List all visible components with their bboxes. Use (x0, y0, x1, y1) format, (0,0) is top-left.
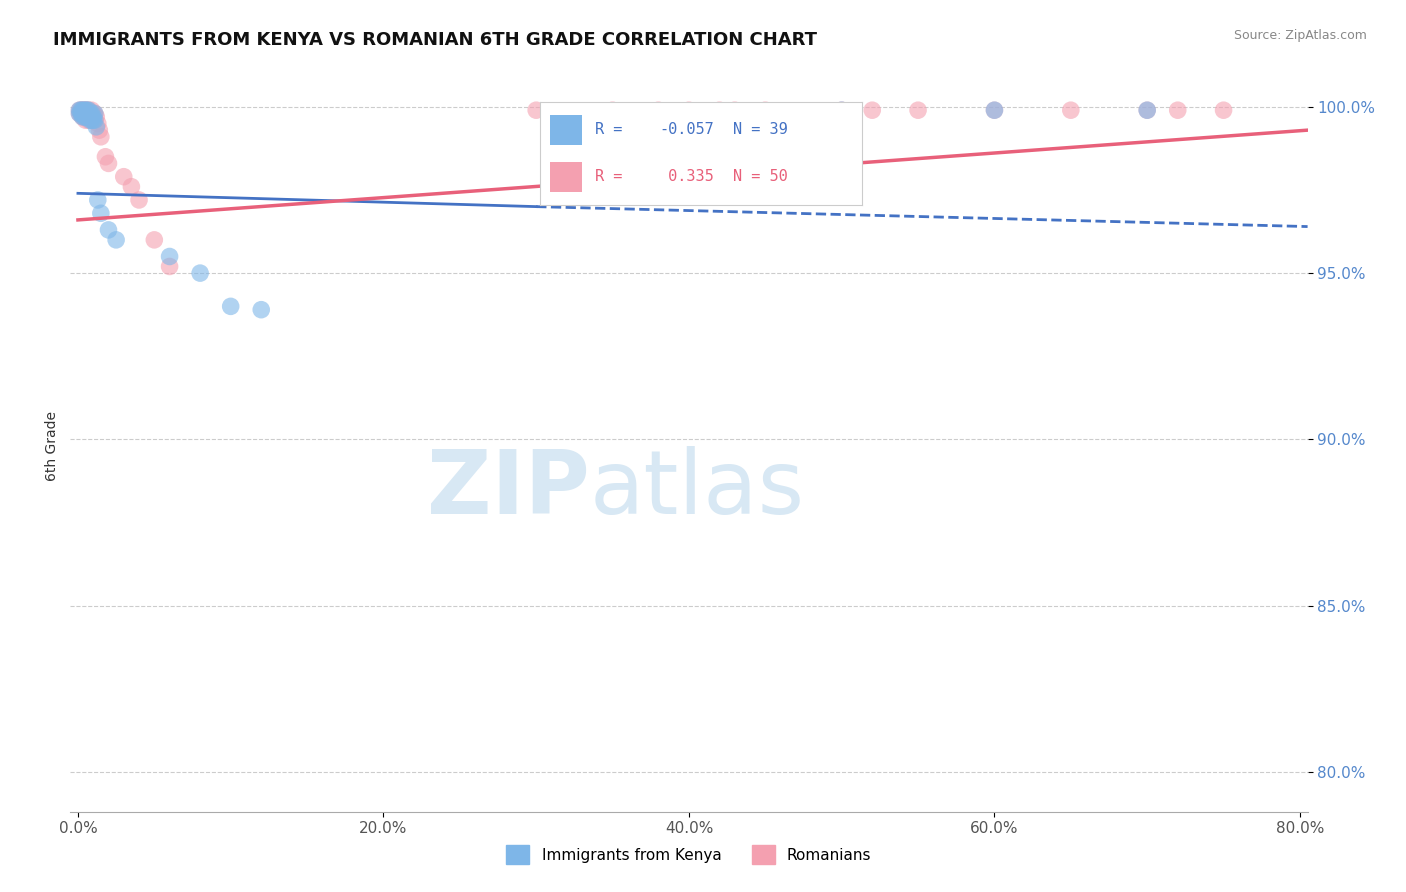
Point (89, 123, 111, 137)
Point (69, 103, 91, 118)
Point (72, 106, 94, 120)
Point (678, 103, 700, 118)
Point (73, 103, 96, 118)
Point (90, 206, 112, 220)
Point (1212, 103, 1234, 118)
Point (159, 260, 181, 274)
Point (709, 103, 731, 118)
Point (724, 103, 747, 118)
Point (1060, 103, 1083, 118)
Point (77, 113, 100, 128)
Point (90, 129, 112, 144)
Point (72, 103, 94, 118)
Point (1136, 103, 1159, 118)
Point (983, 103, 1005, 118)
Point (72, 110, 94, 124)
Point (82, 110, 104, 124)
Point (75, 103, 97, 118)
Point (83, 113, 105, 128)
Point (87, 116, 110, 130)
Point (94, 150, 117, 164)
Point (647, 103, 669, 118)
Point (112, 169, 135, 184)
Point (70, 103, 93, 118)
Point (75, 110, 97, 124)
Point (82, 106, 104, 120)
Point (831, 103, 853, 118)
Point (77, 103, 100, 118)
Point (69, 106, 91, 120)
Text: Source: ZipAtlas.com: Source: ZipAtlas.com (1233, 29, 1367, 42)
Point (80, 106, 103, 120)
Point (83, 106, 105, 120)
Text: IMMIGRANTS FROM KENYA VS ROMANIAN 6TH GRADE CORRELATION CHART: IMMIGRANTS FROM KENYA VS ROMANIAN 6TH GR… (53, 31, 817, 49)
Point (75, 106, 97, 120)
Point (77, 106, 100, 120)
Point (250, 302, 273, 317)
Point (831, 103, 853, 118)
Point (159, 250, 181, 264)
Point (983, 103, 1005, 118)
Point (76, 106, 98, 120)
Point (754, 103, 776, 118)
Point (80, 103, 103, 118)
Point (72, 103, 94, 118)
Text: atlas: atlas (591, 446, 806, 533)
Point (79, 106, 101, 120)
Point (79, 113, 101, 128)
Point (77, 110, 100, 124)
Point (73, 110, 96, 124)
Point (79, 110, 101, 124)
Point (97, 156, 120, 170)
Point (80, 110, 103, 124)
Point (105, 233, 128, 247)
Point (84, 120, 107, 134)
Point (97, 223, 120, 237)
Point (75, 106, 97, 120)
Point (1136, 103, 1159, 118)
Point (143, 233, 166, 247)
Y-axis label: 6th Grade: 6th Grade (45, 411, 59, 481)
Point (76, 103, 98, 118)
Point (75, 103, 97, 118)
Point (76, 110, 98, 124)
Point (77, 103, 100, 118)
Point (70, 106, 93, 120)
Point (860, 103, 883, 118)
Point (73, 106, 96, 120)
Point (82, 113, 104, 128)
Point (75, 113, 97, 128)
Point (69, 103, 91, 118)
Point (82, 113, 104, 128)
Point (72, 110, 94, 124)
Point (80, 113, 103, 128)
Point (120, 179, 142, 194)
Point (87, 193, 110, 207)
Point (79, 106, 101, 120)
Point (128, 193, 150, 207)
Point (188, 266, 211, 280)
Point (524, 103, 547, 118)
Point (73, 103, 96, 118)
Point (70, 103, 93, 118)
Point (83, 113, 105, 128)
Legend: Immigrants from Kenya, Romanians: Immigrants from Kenya, Romanians (501, 839, 877, 870)
Point (69, 106, 91, 120)
Point (602, 103, 624, 118)
Point (73, 110, 96, 124)
Point (80, 113, 103, 128)
Point (83, 106, 105, 120)
Point (1167, 103, 1189, 118)
Point (907, 103, 929, 118)
Point (84, 110, 107, 124)
Point (219, 299, 242, 313)
Point (76, 103, 98, 118)
Text: ZIP: ZIP (427, 446, 591, 533)
Point (76, 110, 98, 124)
Point (70, 106, 93, 120)
